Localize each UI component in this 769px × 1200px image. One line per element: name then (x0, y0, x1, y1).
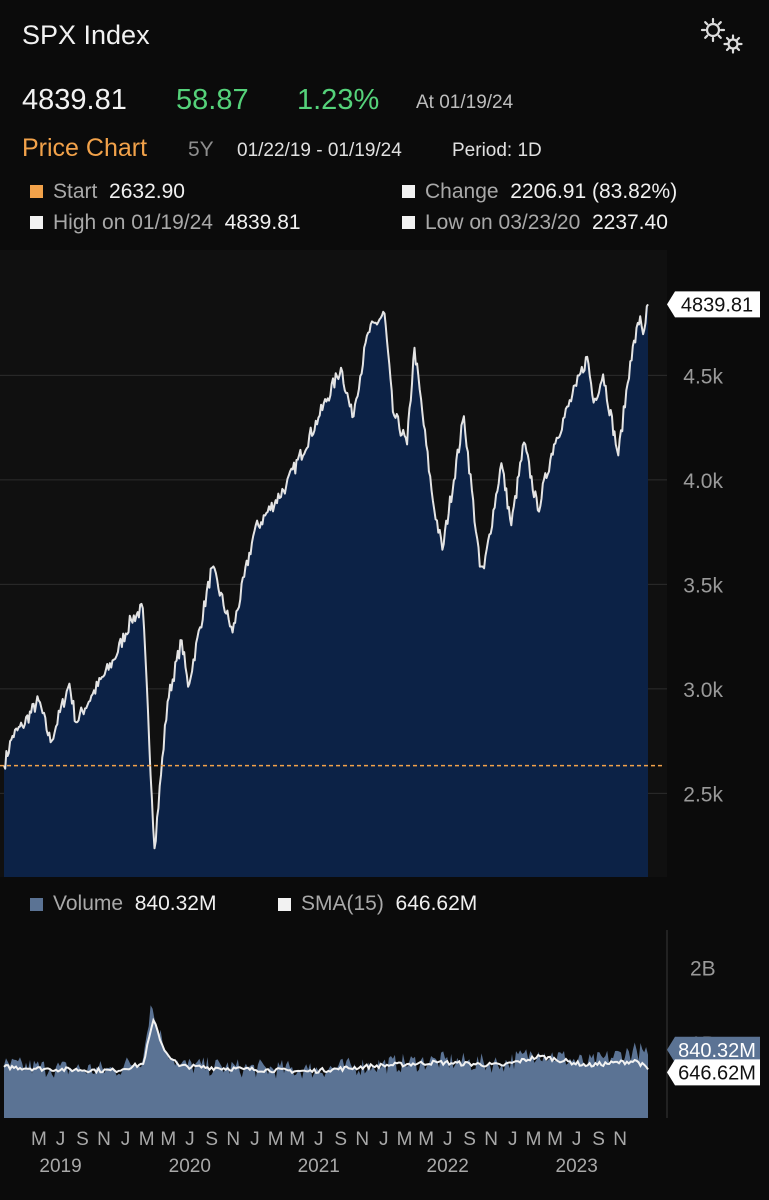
as-of-date: At 01/19/24 (416, 92, 514, 113)
low-value: 2237.40 (591, 211, 668, 234)
price-y-tick-label: 3.0k (683, 679, 723, 702)
chart-title: Price Chart (22, 134, 148, 162)
volume-value: 840.32M (134, 892, 217, 915)
change-swatch-icon (402, 185, 415, 198)
price-y-ticks: 2.5k 3.0k 3.5k 4.0k 4.5k (683, 365, 723, 806)
change-value: 2206.91 (83.82%) (510, 180, 678, 203)
start-label: Start (53, 180, 98, 203)
price-y-tick-label: 2.5k (683, 783, 723, 806)
volume-swatch-icon (30, 898, 43, 911)
low-label: Low on 03/23/20 (425, 211, 581, 234)
settings-gear-icon[interactable] (698, 16, 746, 56)
sma-swatch-icon (278, 898, 291, 911)
high-swatch-icon (30, 216, 43, 229)
last-price: 4839.81 (22, 84, 127, 116)
price-y-tick-label: 4.0k (683, 470, 723, 493)
date-range: 01/22/19 - 01/19/24 (237, 140, 402, 161)
legend-high: High on 01/19/24 4839.81 (30, 211, 301, 235)
price-y-tick-label: 3.5k (683, 574, 723, 597)
last-price-tag: 4839.81 (667, 291, 760, 318)
change-label: Change (425, 180, 499, 203)
high-value: 4839.81 (224, 211, 301, 234)
legend-start: Start 2632.90 (30, 180, 185, 204)
legend-change: Change 2206.91 (83.82%) (402, 180, 677, 204)
price-y-tick-label: 4.5k (683, 365, 723, 388)
last-price-tag-label: 4839.81 (681, 294, 753, 316)
legend-low: Low on 03/23/20 2237.40 (402, 211, 668, 235)
low-swatch-icon (402, 216, 415, 229)
period-selector[interactable]: Period: 1D (452, 140, 542, 161)
sma-value: 646.62M (395, 892, 478, 915)
price-series-line (3, 303, 649, 850)
volume-label: Volume (53, 892, 124, 915)
sma-label: SMA(15) (301, 892, 384, 915)
price-change-percent: 1.23% (297, 84, 380, 116)
legend-volume: Volume 840.32M (30, 892, 216, 916)
range-selector[interactable]: 5Y (188, 138, 214, 161)
ticker-title: SPX Index (22, 20, 150, 50)
price-change: 58.87 (176, 84, 249, 116)
start-swatch-icon (30, 185, 43, 198)
high-label: High on 01/19/24 (53, 211, 213, 234)
start-value: 2632.90 (109, 180, 185, 203)
last-price-tag-shape (667, 291, 760, 318)
legend-sma: SMA(15) 646.62M (278, 892, 477, 916)
